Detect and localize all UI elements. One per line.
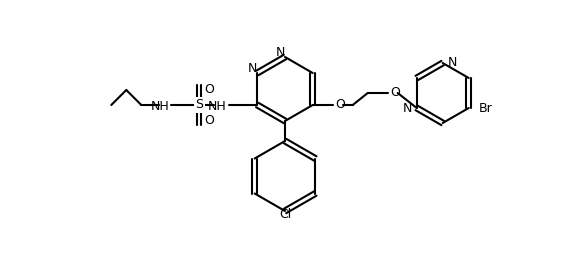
Text: N: N [275,45,284,58]
Text: N: N [402,102,412,115]
Text: N: N [447,56,457,70]
Text: N: N [247,61,257,74]
Text: O: O [336,99,345,112]
Text: O: O [204,83,214,96]
Text: O: O [204,114,214,127]
Text: O: O [390,87,401,100]
Text: NH: NH [150,101,169,114]
Text: Br: Br [479,102,492,115]
Text: Cl: Cl [279,208,291,221]
Text: NH: NH [207,101,226,114]
Text: S: S [196,99,203,112]
